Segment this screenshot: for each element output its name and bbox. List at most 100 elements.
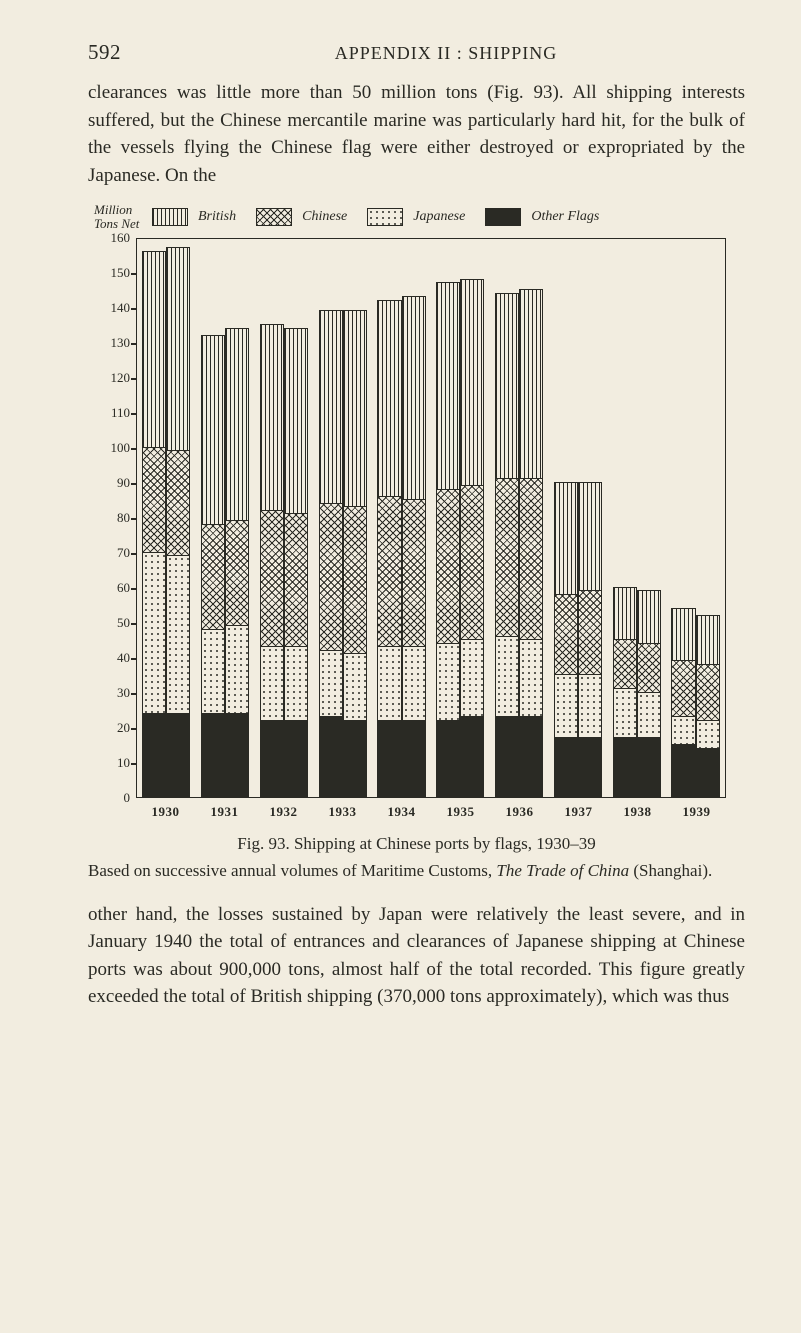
subcaption-suffix: (Shanghai). <box>629 861 712 880</box>
segment-british <box>201 335 225 524</box>
legend-label-british: British <box>198 209 236 225</box>
segment-other <box>696 748 720 797</box>
segment-other <box>225 713 249 797</box>
bar-in <box>319 310 343 797</box>
x-tick-label: 1934 <box>372 804 431 820</box>
year-column <box>372 296 431 797</box>
x-tick-label: 1936 <box>490 804 549 820</box>
segment-british <box>637 590 661 643</box>
chart-plot-area <box>136 238 726 798</box>
segment-japanese <box>460 639 484 716</box>
segment-other <box>319 716 343 797</box>
year-column <box>549 482 608 797</box>
chart-legend: Million Tons Net BritishChineseJapaneseO… <box>94 203 745 232</box>
bar-pair <box>142 247 190 797</box>
segment-british <box>578 482 602 591</box>
bar-pair <box>554 482 602 797</box>
segment-other <box>460 716 484 797</box>
segment-british <box>284 328 308 514</box>
segment-chinese <box>436 489 460 643</box>
segment-japanese <box>696 720 720 748</box>
bar-out <box>519 289 543 797</box>
segment-chinese <box>260 510 284 647</box>
segment-other <box>637 737 661 797</box>
segment-other <box>519 716 543 797</box>
segment-other <box>436 720 460 797</box>
segment-british <box>377 300 401 496</box>
segment-chinese <box>402 499 426 646</box>
x-tick-label: 1933 <box>313 804 372 820</box>
segment-british <box>495 293 519 479</box>
y-tick-labels: 1601501401301201101009080706050403020100 <box>96 238 136 798</box>
y-tick-mark <box>131 308 137 310</box>
segment-japanese <box>495 636 519 717</box>
segment-british <box>696 615 720 664</box>
page: 592 APPENDIX II : SHIPPING clearances wa… <box>0 0 801 1333</box>
segment-british <box>554 482 578 594</box>
segment-japanese <box>377 646 401 720</box>
year-column <box>490 289 549 797</box>
bar-pair <box>671 608 719 797</box>
year-column <box>313 310 372 797</box>
paragraph-2: other hand, the losses sustained by Japa… <box>88 901 745 1011</box>
segment-chinese <box>519 478 543 639</box>
segment-japanese <box>166 555 190 713</box>
segment-other <box>260 720 284 797</box>
legend-label-chinese: Chinese <box>302 209 347 225</box>
y-tick-mark <box>131 763 137 765</box>
year-column <box>607 587 666 797</box>
segment-british <box>671 608 695 661</box>
chart-columns <box>137 239 725 797</box>
year-column <box>666 608 725 797</box>
segment-other <box>578 737 602 797</box>
segment-chinese <box>578 590 602 674</box>
y-tick-mark <box>131 413 137 415</box>
segment-british <box>319 310 343 503</box>
segment-chinese <box>495 478 519 636</box>
segment-chinese <box>613 639 637 688</box>
bar-pair <box>613 587 661 797</box>
y-tick-mark <box>131 378 137 380</box>
segment-british <box>225 328 249 521</box>
page-header: 592 APPENDIX II : SHIPPING <box>88 40 745 65</box>
year-column <box>137 247 196 797</box>
bar-pair <box>319 310 367 797</box>
segment-japanese <box>260 646 284 720</box>
y-tick-mark <box>131 693 137 695</box>
segment-chinese <box>142 447 166 552</box>
figure-subcaption: Based on successive annual volumes of Ma… <box>88 860 745 883</box>
x-tick-label: 1932 <box>254 804 313 820</box>
bar-pair <box>260 324 308 797</box>
segment-chinese <box>637 643 661 692</box>
bar-out <box>284 328 308 797</box>
segment-other <box>377 720 401 797</box>
segment-british <box>166 247 190 450</box>
x-tick-label: 1935 <box>431 804 490 820</box>
segment-other <box>284 720 308 797</box>
y-tick-mark <box>131 518 137 520</box>
bar-in <box>142 251 166 797</box>
y-axis-label: Million Tons Net <box>94 203 142 232</box>
segment-chinese <box>225 520 249 625</box>
segment-japanese <box>613 688 637 737</box>
segment-chinese <box>377 496 401 647</box>
subcaption-prefix: Based on successive annual volumes of Ma… <box>88 861 496 880</box>
y-tick-mark <box>131 483 137 485</box>
y-tick-label: 0 <box>124 790 137 806</box>
bar-pair <box>201 328 249 797</box>
segment-chinese <box>319 503 343 650</box>
segment-british <box>142 251 166 447</box>
bar-in <box>436 282 460 797</box>
year-column <box>255 324 314 797</box>
subcaption-italic: The Trade of China <box>496 861 629 880</box>
segment-japanese <box>637 692 661 738</box>
segment-japanese <box>436 643 460 720</box>
bar-pair <box>436 279 484 797</box>
bar-out <box>696 615 720 797</box>
segment-british <box>343 310 367 506</box>
bar-in <box>613 587 637 797</box>
y-tick-mark <box>131 273 137 275</box>
legend-swatch-british <box>152 208 188 226</box>
y-tick-mark <box>131 588 137 590</box>
segment-japanese <box>578 674 602 737</box>
